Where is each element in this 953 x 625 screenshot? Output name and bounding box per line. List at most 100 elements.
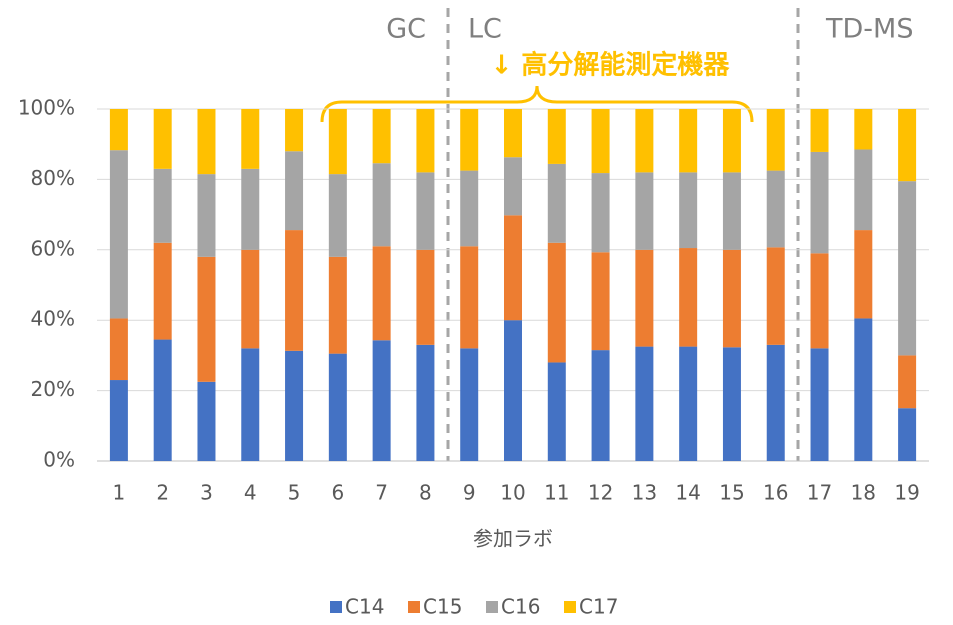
bar-segment — [722, 172, 741, 250]
annotation: ↓ 高分解能測定機器 — [491, 50, 731, 81]
x-tick-label: 11 — [544, 481, 569, 505]
x-tick-label: 13 — [632, 481, 657, 505]
bar-segment — [547, 362, 566, 461]
bar-segment — [460, 109, 479, 171]
bar-segment — [679, 346, 698, 461]
x-tick-label: 19 — [894, 481, 919, 505]
bar-segment — [766, 170, 785, 248]
bar-segment — [898, 408, 917, 461]
legend-swatch — [330, 601, 342, 613]
bar-segment — [810, 348, 829, 461]
legend-label: C15 — [423, 595, 462, 619]
bar-segment — [635, 346, 654, 461]
bar-segment — [153, 242, 172, 340]
bar-segment — [722, 249, 741, 348]
bar-segment — [285, 109, 304, 152]
bar-segment — [898, 181, 917, 356]
bar-segment — [416, 109, 435, 173]
bar-segment — [898, 109, 917, 182]
legend-label: C14 — [345, 595, 384, 619]
x-tick-label: 4 — [244, 481, 257, 505]
bar-segment — [241, 109, 260, 169]
bar-segment — [460, 348, 479, 461]
bar-segment — [197, 174, 216, 257]
bar-segment — [460, 246, 479, 349]
x-tick-label: 3 — [200, 481, 213, 505]
bar-segment — [241, 168, 260, 250]
legend-label: C16 — [501, 595, 540, 619]
bar-segment — [591, 109, 610, 174]
bar-segment — [547, 242, 566, 363]
bar-segment — [722, 347, 741, 461]
bar-segment — [197, 109, 216, 175]
bar-segment — [591, 252, 610, 351]
bar-segment — [372, 109, 391, 164]
bar-segment — [504, 215, 522, 321]
x-tick-label: 12 — [588, 481, 613, 505]
bar-segment — [328, 256, 347, 354]
bar-segment — [197, 381, 216, 461]
bar-segment — [591, 350, 610, 461]
bar-segment — [504, 109, 522, 158]
bar-segment — [766, 344, 785, 461]
x-tick-label: 5 — [288, 481, 301, 505]
bar-segment — [591, 173, 610, 253]
x-tick-label: 16 — [763, 481, 788, 505]
bar-segment — [372, 246, 391, 341]
x-tick-label: 14 — [675, 481, 700, 505]
bar-segment — [766, 109, 785, 171]
bar-segment — [328, 109, 347, 175]
legend-swatch — [486, 601, 498, 613]
bar-segment — [241, 348, 260, 461]
bar-segment — [285, 151, 304, 231]
x-tick-label: 1 — [113, 481, 126, 505]
bar-segment — [109, 109, 128, 151]
bar-segment — [285, 350, 304, 461]
bar-segment — [547, 109, 566, 164]
bar-segment — [372, 340, 391, 461]
bar-segment — [854, 149, 873, 231]
legend-swatch — [564, 601, 576, 613]
bar-segment — [854, 109, 873, 150]
bar-segment — [328, 353, 347, 461]
bar-segment — [153, 109, 172, 169]
bar-segment — [810, 151, 829, 254]
bracket — [320, 85, 754, 123]
x-tick-label: 17 — [807, 481, 832, 505]
bar-segment — [679, 109, 698, 173]
x-tick-label: 6 — [331, 481, 344, 505]
bar-segment — [635, 172, 654, 250]
bar-segment — [810, 109, 829, 152]
bar-segment — [504, 320, 522, 461]
bar-segment — [372, 163, 391, 247]
bar-segment — [854, 230, 873, 319]
bar-segment — [722, 109, 741, 173]
bar-segment — [766, 247, 785, 345]
bar-segment — [153, 339, 172, 461]
bar-segment — [153, 168, 172, 243]
x-axis-title: 参加ラボ — [473, 527, 553, 551]
y-tick-label: 20% — [31, 377, 75, 401]
y-tick-label: 80% — [31, 166, 75, 190]
bar-segment — [197, 256, 216, 382]
bar-segment — [416, 172, 435, 250]
y-tick-label: 60% — [31, 236, 75, 260]
bar-segment — [504, 157, 522, 216]
bar-segment — [679, 248, 698, 347]
annotation: TD-MS — [825, 14, 913, 45]
x-tick-label: 7 — [375, 481, 388, 505]
bar-segment — [109, 318, 128, 381]
bar-segment — [285, 230, 304, 351]
bar-segment — [241, 249, 260, 349]
x-tick-label: 2 — [156, 481, 169, 505]
bar-segment — [460, 170, 479, 247]
bar-segment — [416, 249, 435, 345]
bar-segment — [679, 172, 698, 249]
bar-segment — [109, 380, 128, 461]
legend-label: C17 — [579, 595, 618, 619]
bar-segment — [328, 174, 347, 257]
x-tick-label: 15 — [719, 481, 744, 505]
bar-segment — [635, 249, 654, 347]
